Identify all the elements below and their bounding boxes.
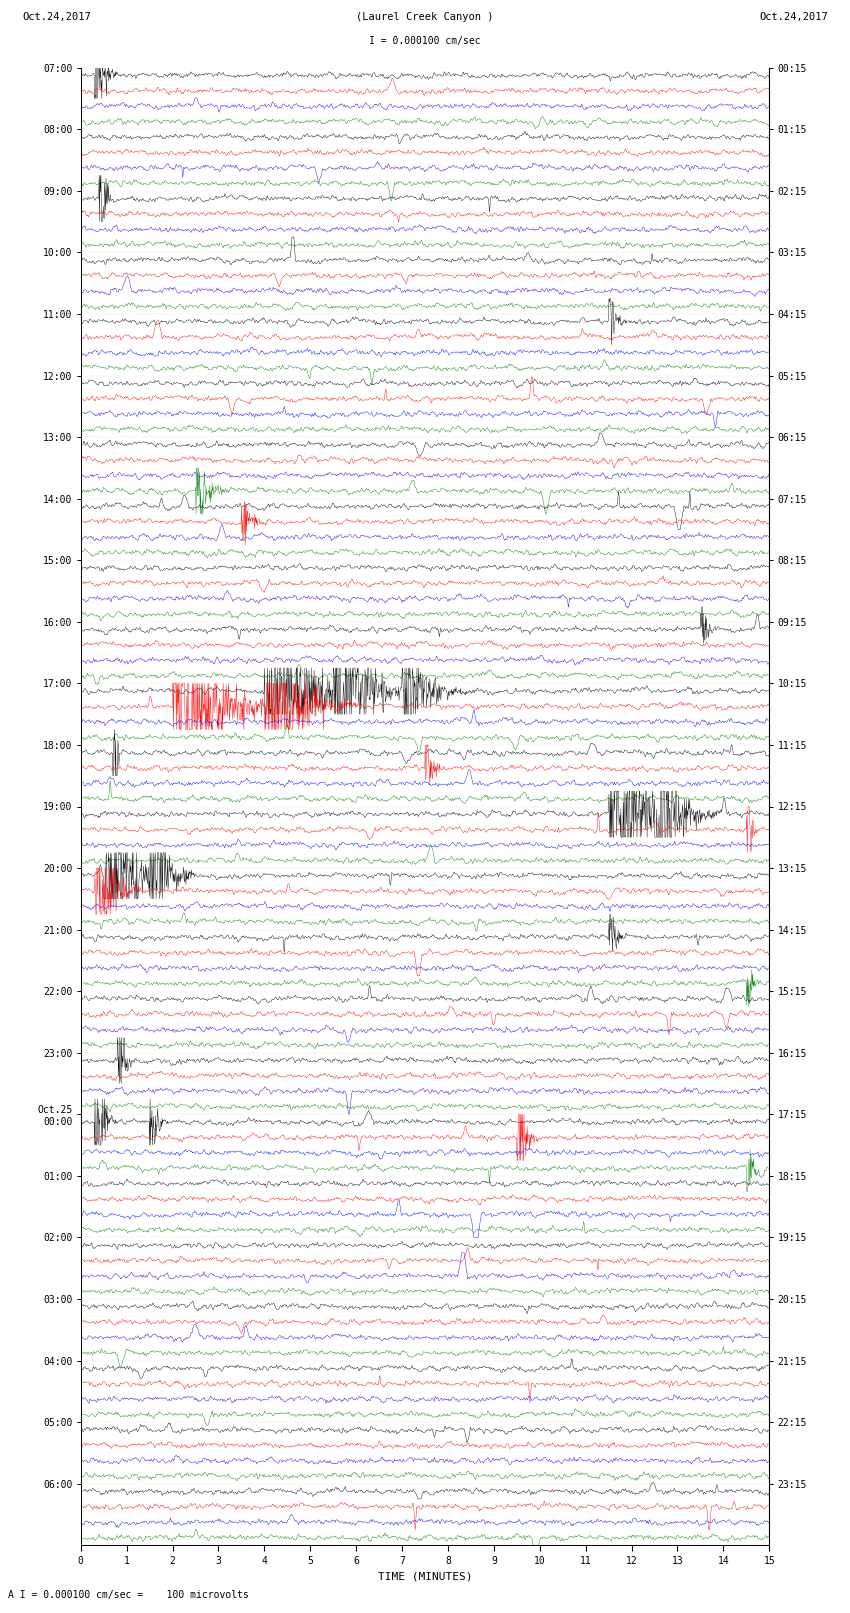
X-axis label: TIME (MINUTES): TIME (MINUTES)	[377, 1571, 473, 1581]
Text: (Laurel Creek Canyon ): (Laurel Creek Canyon )	[356, 11, 494, 23]
Text: I = 0.000100 cm/sec: I = 0.000100 cm/sec	[369, 35, 481, 45]
Text: Oct.24,2017: Oct.24,2017	[22, 11, 91, 23]
Text: Oct.24,2017: Oct.24,2017	[759, 11, 828, 23]
Text: A I = 0.000100 cm/sec =    100 microvolts: A I = 0.000100 cm/sec = 100 microvolts	[8, 1590, 249, 1600]
